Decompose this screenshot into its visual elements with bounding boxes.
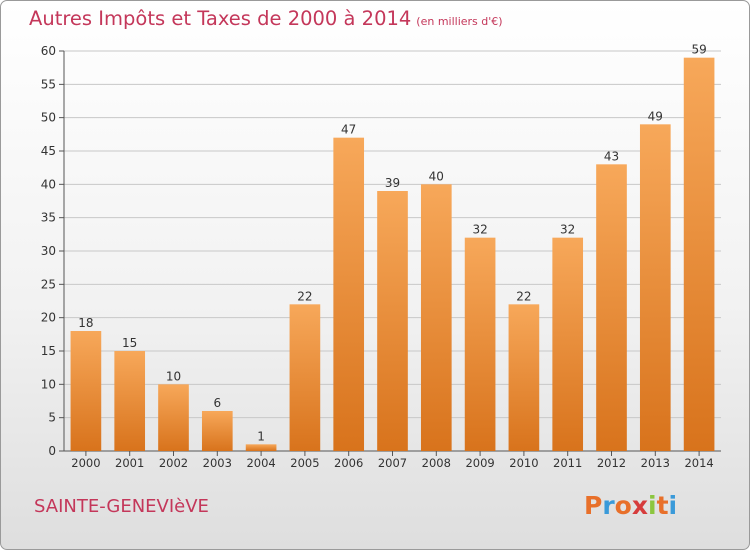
data-label: 6 <box>213 396 221 410</box>
data-label: 49 <box>648 109 663 123</box>
bar <box>596 164 627 452</box>
y-tick-label: 55 <box>41 77 56 91</box>
x-tick-label: 2007 <box>378 456 407 470</box>
logo-letter: i <box>648 491 657 520</box>
data-label: 40 <box>429 169 444 183</box>
y-tick-label: 30 <box>41 244 56 258</box>
x-tick-label: 2003 <box>203 456 232 470</box>
x-tick-label: 2002 <box>159 456 188 470</box>
bar <box>508 304 540 451</box>
y-tick-label: 10 <box>41 377 56 391</box>
y-tick-label: 0 <box>48 444 56 458</box>
logo-letter: o <box>614 491 632 520</box>
y-tick-label: 40 <box>41 177 56 191</box>
bar <box>420 184 452 452</box>
x-tick-label: 2011 <box>553 456 582 470</box>
y-tick-label: 15 <box>41 344 56 358</box>
x-tick-label: 2014 <box>684 456 713 470</box>
x-tick-label: 2010 <box>509 456 538 470</box>
logo-letter: i <box>668 491 678 520</box>
bar <box>639 124 671 451</box>
data-label: 39 <box>385 176 400 190</box>
bar <box>70 331 102 451</box>
logo-letter: x <box>631 491 648 520</box>
data-label: 32 <box>560 223 575 237</box>
data-label: 43 <box>604 149 619 163</box>
data-label: 22 <box>297 289 312 303</box>
x-tick-label: 2009 <box>465 456 494 470</box>
chart-title: Autres Impôts et Taxes de 2000 à 2014 (en… <box>29 7 503 30</box>
data-label: 32 <box>472 223 487 237</box>
bar <box>289 304 321 451</box>
data-label: 22 <box>516 289 531 303</box>
data-label: 10 <box>166 369 181 383</box>
proxiti-logo: Proxiti <box>584 491 677 520</box>
bar <box>114 351 146 451</box>
y-tick-label: 5 <box>48 411 56 425</box>
y-tick-label: 25 <box>41 277 56 291</box>
data-label: 59 <box>691 43 706 57</box>
x-tick-label: 2005 <box>290 456 319 470</box>
bar <box>377 191 408 451</box>
data-label: 47 <box>341 123 356 137</box>
bar <box>245 444 277 451</box>
bar <box>333 137 365 451</box>
chart-title-text: Autres Impôts et Taxes de 2000 à 2014 <box>29 7 412 30</box>
logo-letter: t <box>656 491 669 520</box>
data-label: 1 <box>257 429 265 443</box>
logo-letter: r <box>602 491 615 520</box>
x-tick-label: 2001 <box>115 456 144 470</box>
data-label: 15 <box>122 336 137 350</box>
bar <box>464 237 496 451</box>
x-tick-label: 2000 <box>71 456 100 470</box>
data-label: 18 <box>78 316 93 330</box>
commune-name: SAINTE-GENEVIèVE <box>34 496 209 517</box>
logo-letter: P <box>584 491 603 520</box>
x-tick-label: 2013 <box>641 456 670 470</box>
bar <box>201 411 233 451</box>
y-tick-label: 50 <box>41 111 56 125</box>
bar <box>158 384 189 451</box>
x-tick-label: 2012 <box>597 456 626 470</box>
bar <box>552 237 584 451</box>
y-tick-label: 35 <box>41 211 56 225</box>
x-tick-label: 2008 <box>422 456 451 470</box>
x-tick-label: 2004 <box>246 456 275 470</box>
y-tick-label: 20 <box>41 311 56 325</box>
chart-unit: (en milliers d'€) <box>416 15 503 28</box>
y-tick-label: 45 <box>41 144 56 158</box>
x-tick-label: 2006 <box>334 456 363 470</box>
y-tick-label: 60 <box>41 44 56 58</box>
bar <box>683 57 715 452</box>
